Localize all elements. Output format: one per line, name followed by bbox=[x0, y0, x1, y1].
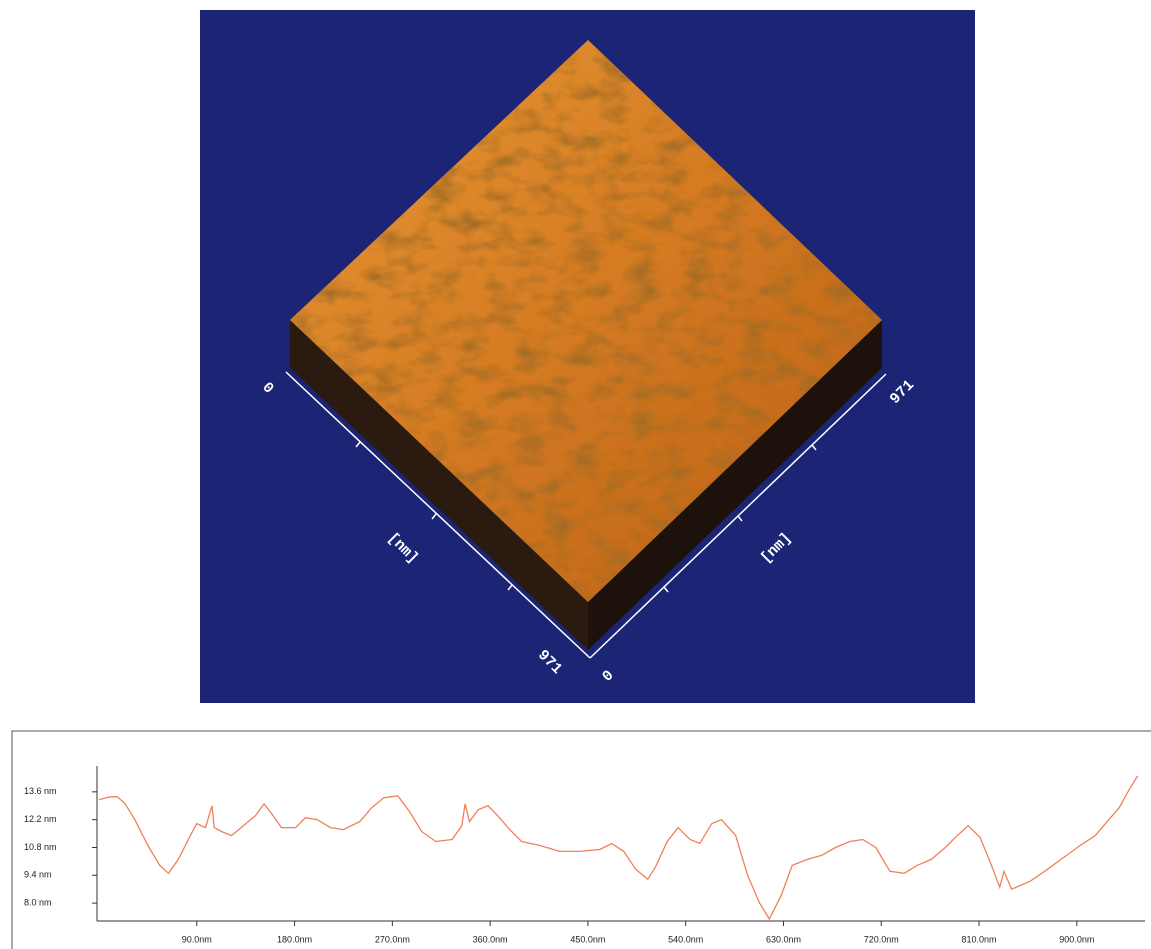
y-tick-label: 13.6 nm bbox=[24, 786, 57, 796]
x-tick-label: 720.0nm bbox=[864, 934, 899, 944]
y-tick-label: 9.4 nm bbox=[24, 870, 52, 880]
y-tick-label: 10.8 nm bbox=[24, 842, 57, 852]
x-tick-label: 540.0nm bbox=[668, 934, 703, 944]
x-tick-label: 360.0nm bbox=[473, 934, 508, 944]
x-tick-label: 450.0nm bbox=[570, 934, 605, 944]
figure: 0 971 [nm] 0 971 [nm] 8.0 nm9.4 nm10.8 n… bbox=[0, 0, 1151, 949]
y-tick-label: 8.0 nm bbox=[24, 897, 52, 907]
profile-line bbox=[99, 776, 1138, 919]
x-tick-label: 270.0nm bbox=[375, 934, 410, 944]
x-tick-label: 630.0nm bbox=[766, 934, 801, 944]
x-tick-label: 180.0nm bbox=[277, 934, 312, 944]
x-tick-label: 90.0nm bbox=[182, 934, 212, 944]
x-tick-label: 900.0nm bbox=[1059, 934, 1094, 944]
x-tick-label: 810.0nm bbox=[962, 934, 997, 944]
profile-frame bbox=[12, 731, 1151, 949]
y-tick-label: 12.2 nm bbox=[24, 814, 57, 824]
page: {"chart_data": [ {"type": "surface", "x_… bbox=[0, 0, 1151, 949]
